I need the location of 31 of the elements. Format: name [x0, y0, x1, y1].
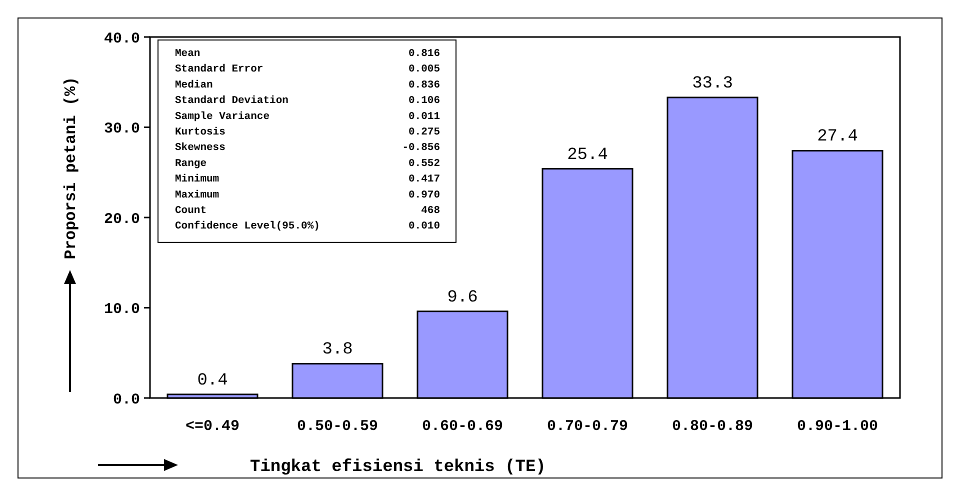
text: Confidence Level(95.0%) 0.010	[175, 220, 440, 233]
y-axis-title: Proporsi petani (%)	[62, 76, 80, 260]
x-axis-title: Tingkat efisiensi teknis (TE)	[250, 458, 546, 477]
data-label: 0.4	[197, 371, 228, 390]
x-tick-label: 0.90-1.00	[796, 418, 878, 435]
text: Mean 0.816	[175, 48, 440, 60]
x-tick-label: 0.80-0.89	[672, 418, 754, 435]
y-tick-label: 40.0	[104, 30, 140, 48]
y-tick-label: 0.0	[112, 391, 140, 408]
x-tick-label: 0.60-0.69	[422, 418, 504, 435]
text: Maximum 0.970	[175, 189, 440, 202]
text: Kurtosis 0.275	[175, 126, 440, 138]
text: Standard Deviation 0.106	[175, 95, 440, 108]
text: Range 0.552	[175, 158, 440, 170]
text: Skewness -0.856	[175, 142, 440, 154]
x-tick-label: 0.70-0.79	[546, 418, 628, 435]
text: Minimum 0.417	[175, 174, 440, 186]
y-tick-label: 10.0	[104, 301, 140, 318]
data-label: 25.4	[567, 146, 608, 165]
data-label: 27.4	[817, 128, 858, 147]
x-tick-label: 0.50-0.59	[296, 418, 378, 435]
text: Standard Error 0.005	[175, 64, 440, 76]
data-label: 3.8	[322, 340, 353, 360]
text: Count 468	[175, 205, 440, 217]
y-tick-label: 30.0	[104, 120, 140, 138]
data-label: 33.3	[692, 74, 733, 94]
x-tick-label: <=0.49	[185, 418, 240, 435]
y-tick-label: 20.0	[104, 210, 140, 228]
text: Median 0.836	[175, 79, 440, 92]
data-label: 9.6	[447, 288, 478, 308]
text: Sample Variance 0.011	[175, 110, 440, 123]
